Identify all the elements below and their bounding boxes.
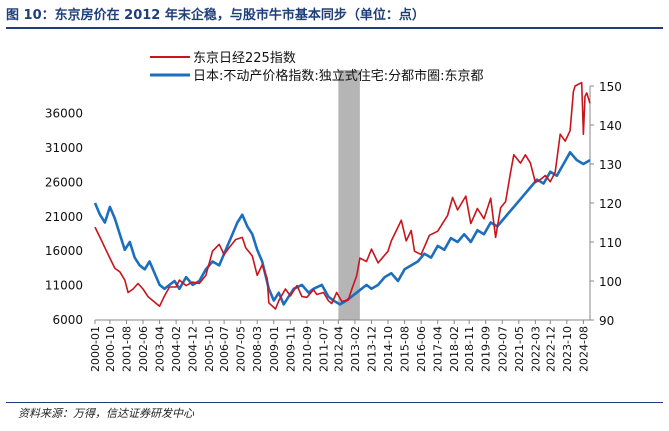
x-tick-label: 2004-02 xyxy=(170,326,183,372)
x-tick-label: 2018-02 xyxy=(448,326,461,372)
left-tick-label: 21000 xyxy=(45,210,83,224)
chart: 6000 11000 16000 21000 26000 31000 36000 90 100… xyxy=(45,51,622,372)
x-tick-label: 2000-01 xyxy=(89,326,102,372)
right-tick-label: 150 xyxy=(599,80,622,94)
shaded-band-rect xyxy=(338,70,360,320)
series-lines xyxy=(93,81,591,310)
left-tick-label: 31000 xyxy=(45,141,83,155)
x-tick-label: 2015-08 xyxy=(399,326,412,372)
x-tick-label: 2009-11 xyxy=(284,326,297,372)
x-tick-label: 2017-04 xyxy=(432,326,445,372)
left-axis-ticks: 6000 11000 16000 21000 26000 31000 36000 xyxy=(45,107,83,327)
legend-label-nikkei: 东京日经225指数 xyxy=(193,51,296,66)
right-tick-label: 90 xyxy=(599,314,614,328)
x-tick-label: 2018-11 xyxy=(463,326,476,372)
left-tick-label: 16000 xyxy=(45,244,83,258)
x-tick-label: 2019-09 xyxy=(480,326,493,372)
x-tick-label: 2001-08 xyxy=(120,326,133,372)
source-note: 资料来源：万得，信达证券研发中心 xyxy=(18,407,194,420)
title-rule xyxy=(6,27,663,29)
x-tick-label: 2009-01 xyxy=(268,326,281,372)
x-axis-ticks: 2000-01 2000-10 2001-08 2002-06 2003-04 2004-… xyxy=(89,320,590,372)
x-tick-label: 2023-10 xyxy=(561,326,574,372)
x-tick-label: 2011-07 xyxy=(317,326,330,372)
x-tick-label: 2013-12 xyxy=(365,326,378,372)
x-tick-label: 2004-12 xyxy=(187,326,200,372)
x-tick-label: 2003-04 xyxy=(154,326,167,372)
x-tick-label: 2006-07 xyxy=(218,326,231,372)
right-tick-label: 130 xyxy=(599,158,622,172)
left-tick-label: 26000 xyxy=(45,175,83,189)
right-axis-ticks: 90 100 110 120 130 140 150 xyxy=(590,80,622,328)
left-tick-label: 36000 xyxy=(45,107,83,121)
x-tick-label: 2014-10 xyxy=(382,326,395,372)
x-tick-label: 2010-09 xyxy=(301,326,314,372)
x-tick-label: 2016-06 xyxy=(415,326,428,372)
x-tick-label: 2020-07 xyxy=(496,326,509,372)
source-rule xyxy=(6,402,663,403)
series-line-nikkei xyxy=(94,81,591,310)
x-tick-label: 2012-04 xyxy=(332,326,345,372)
x-tick-label: 2024-08 xyxy=(577,326,590,372)
x-tick-label: 2005-10 xyxy=(203,326,216,372)
left-tick-label: 11000 xyxy=(45,279,83,293)
x-tick-label: 2007-05 xyxy=(235,326,248,372)
x-tick-label: 2022-03 xyxy=(529,326,542,372)
figure-title: 图 10：东京房价在 2012 年末企稳，与股市牛市基本同步（单位：点） xyxy=(6,8,425,23)
legend: 东京日经225指数 日本:不动产价格指数:独立式住宅:分都市圈:东京都 xyxy=(150,51,484,84)
legend-label-house: 日本:不动产价格指数:独立式住宅:分都市圈:东京都 xyxy=(193,68,484,84)
right-tick-label: 110 xyxy=(599,236,622,250)
x-tick-label: 2021-05 xyxy=(513,326,526,372)
x-tick-label: 2022-12 xyxy=(544,326,557,372)
left-tick-label: 6000 xyxy=(52,313,83,327)
x-tick-label: 2002-06 xyxy=(137,326,150,372)
right-tick-label: 140 xyxy=(599,119,622,133)
x-tick-label: 2013-02 xyxy=(349,326,362,372)
right-tick-label: 100 xyxy=(599,275,622,289)
shaded-period-band xyxy=(338,70,360,320)
x-tick-label: 2008-03 xyxy=(251,326,264,372)
x-tick-label: 2000-10 xyxy=(104,326,117,372)
right-tick-label: 120 xyxy=(599,197,622,211)
